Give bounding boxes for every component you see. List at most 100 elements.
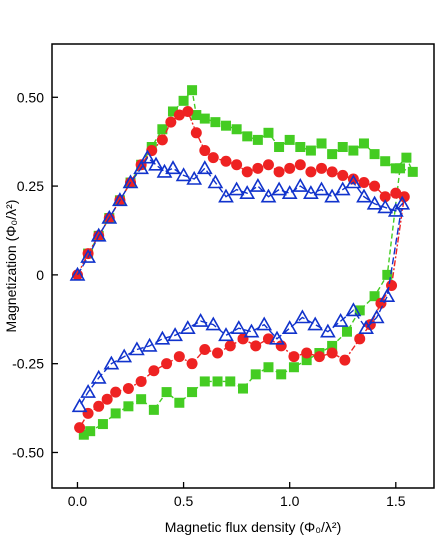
x-tick-label: 1.0	[280, 493, 300, 509]
data-point	[390, 187, 402, 199]
data-point	[274, 142, 285, 153]
data-point	[281, 185, 298, 199]
series-triangle	[69, 149, 411, 413]
data-point	[199, 113, 210, 124]
data-point	[252, 162, 264, 174]
data-point	[80, 248, 96, 263]
data-point	[260, 188, 277, 203]
data-point	[341, 326, 352, 337]
data-point	[218, 327, 234, 342]
y-tick-label: -0.50	[12, 444, 44, 460]
data-point	[161, 387, 172, 398]
data-point	[288, 351, 300, 363]
data-point	[221, 120, 232, 131]
data-point	[156, 163, 173, 178]
data-point	[337, 142, 348, 153]
data-point	[288, 362, 299, 373]
data-point	[316, 138, 327, 149]
data-point	[339, 354, 351, 366]
data-point	[69, 266, 86, 281]
data-point	[242, 131, 253, 142]
data-point	[358, 138, 369, 149]
data-point	[173, 109, 185, 121]
data-point	[241, 166, 253, 178]
data-point	[243, 323, 260, 338]
data-point	[358, 320, 374, 335]
data-point	[116, 348, 133, 363]
data-point	[262, 159, 274, 171]
data-point	[382, 269, 393, 280]
data-point	[238, 383, 248, 394]
data-point	[191, 110, 202, 121]
data-point	[133, 160, 149, 175]
data-point	[295, 142, 306, 153]
data-point	[368, 309, 385, 324]
data-point	[173, 351, 185, 363]
data-point	[225, 376, 236, 387]
data-point	[294, 309, 311, 324]
data-point	[394, 195, 411, 210]
y-axis-ticks: 0.50 0.25 0 -0.25 -0.50	[12, 89, 58, 460]
x-axis-ticks: 0.0 0.5 1.0 1.5	[68, 482, 406, 509]
data-point	[148, 404, 159, 415]
data-point	[345, 302, 362, 317]
y-tick-label: -0.25	[12, 356, 44, 372]
data-point	[165, 160, 181, 175]
data-point	[239, 185, 256, 199]
data-point	[112, 192, 128, 207]
data-point	[190, 127, 202, 139]
data-point	[187, 85, 198, 96]
data-point	[165, 116, 177, 128]
data-point	[123, 401, 134, 412]
data-point	[175, 167, 192, 182]
data-point	[387, 202, 404, 217]
data-point	[186, 358, 198, 370]
data-point	[273, 166, 285, 178]
data-point	[256, 316, 273, 331]
data-point	[301, 347, 313, 359]
data-point	[74, 422, 86, 434]
data-point	[231, 124, 242, 135]
data-point	[182, 105, 194, 117]
data-point	[101, 209, 118, 224]
x-tick-label: 1.5	[386, 493, 406, 509]
data-point	[148, 156, 164, 171]
data-point	[369, 180, 381, 192]
data-point	[337, 169, 349, 181]
data-point	[167, 106, 178, 117]
data-point	[275, 340, 287, 352]
data-point	[401, 152, 412, 163]
data-point	[307, 316, 324, 331]
data-point	[207, 152, 219, 164]
data-point	[135, 375, 147, 387]
data-point	[377, 199, 394, 214]
data-point	[141, 337, 158, 352]
data-point	[230, 320, 247, 335]
data-point	[326, 347, 338, 359]
data-point	[218, 188, 234, 203]
data-point	[354, 333, 366, 345]
data-point	[148, 365, 160, 377]
plot-frame	[51, 43, 435, 489]
data-point	[110, 408, 121, 419]
data-point	[281, 320, 298, 335]
data-point	[122, 174, 139, 189]
y-tick-label: 0.25	[17, 178, 44, 194]
y-axis-label: Magnetization (Φ₀/λ²)	[3, 200, 19, 333]
data-point	[395, 163, 406, 174]
data-point	[196, 160, 213, 175]
data-point	[313, 181, 330, 196]
data-point	[324, 188, 340, 203]
data-point	[157, 124, 168, 135]
series-line	[76, 110, 406, 428]
data-point	[320, 323, 336, 338]
data-point	[250, 177, 266, 192]
data-point	[294, 159, 306, 171]
data-point	[250, 369, 261, 380]
data-point	[231, 159, 243, 171]
data-point	[303, 185, 319, 199]
data-series	[69, 85, 418, 440]
data-point	[262, 333, 274, 345]
data-point	[228, 181, 245, 196]
data-point	[313, 351, 325, 363]
